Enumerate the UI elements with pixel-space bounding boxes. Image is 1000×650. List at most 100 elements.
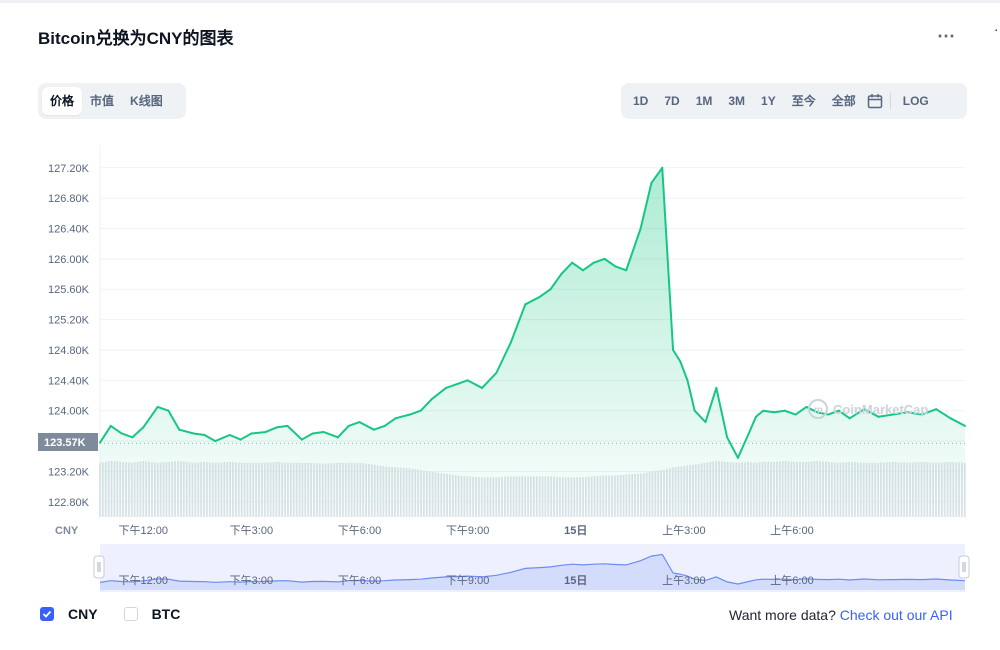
volume-bar: [454, 475, 457, 517]
volume-bar: [153, 462, 156, 517]
volume-bar: [99, 462, 101, 517]
volume-bar: [856, 462, 859, 517]
price-line-segment: [571, 261, 584, 272]
volume-bar: [443, 473, 446, 517]
volume-bar: [608, 475, 610, 517]
volume-bar: [133, 462, 136, 517]
price-line-segment: [239, 432, 253, 441]
price-line-segment: [592, 257, 606, 264]
price-line-segment: [747, 415, 757, 435]
calendar-icon[interactable]: [864, 87, 886, 115]
volume-bar: [315, 463, 318, 517]
volume-bar: [877, 462, 880, 517]
volume-bar: [159, 462, 162, 517]
volume-bar: [486, 477, 489, 517]
price-line-segment: [99, 424, 112, 444]
volume-bar: [880, 462, 882, 517]
tab-price[interactable]: 价格: [42, 87, 83, 115]
range-ytd[interactable]: 至今: [791, 94, 816, 108]
price-line-segment: [614, 265, 628, 272]
volume-bar: [758, 462, 761, 517]
price-line-segment: [704, 386, 718, 424]
volume-bar: [851, 462, 853, 517]
volume-bar: [946, 462, 949, 517]
range-7d[interactable]: 7D: [664, 94, 680, 108]
tab-market-cap[interactable]: 市值: [90, 94, 115, 108]
navigator-handle-right[interactable]: [958, 555, 970, 579]
volume-bar: [741, 462, 744, 517]
volume-bar: [469, 476, 472, 517]
volume-bar: [561, 477, 564, 517]
navigator-tick-label: 下午9:00: [446, 574, 489, 587]
volume-bar: [790, 461, 793, 517]
y-tick-label: 124.40K: [48, 375, 90, 387]
volume-bar: [900, 462, 903, 517]
price-line-segment: [430, 386, 447, 401]
navigator-line: [99, 553, 966, 585]
volume-bar: [897, 462, 900, 517]
volume-bar: [868, 462, 871, 517]
volume-bar: [573, 477, 576, 517]
volume-bar: [376, 465, 379, 517]
cny-checkbox[interactable]: [40, 607, 54, 621]
volume-bar: [125, 462, 127, 517]
volume-bar: [622, 474, 625, 517]
volume-bar: [651, 471, 654, 517]
range-selector: 1D 7D 1M 3M 1Y 至今 全部 LOG: [621, 83, 967, 119]
volume-bar: [558, 477, 561, 517]
range-navigator[interactable]: 下午12:00 下午3:00 下午6:00 下午9:00 15日 上午3:00 上午6:00: [93, 544, 970, 592]
more-horizontal-icon[interactable]: ⋯: [937, 26, 956, 46]
y-tick-label: 124.80K: [48, 345, 90, 357]
volume-bar: [689, 465, 691, 517]
volume-bar: [446, 473, 448, 517]
volume-bar: [619, 475, 622, 517]
range-3m[interactable]: 3M: [728, 94, 746, 108]
volume-bar: [683, 465, 686, 517]
volume-bar: [234, 462, 237, 517]
volume-bar: [596, 476, 599, 517]
volume-bar: [466, 476, 469, 517]
btc-checkbox[interactable]: [123, 607, 138, 621]
volume-bar: [379, 465, 382, 517]
price-line-segment: [783, 409, 797, 416]
price-line-segment: [455, 379, 469, 386]
range-1d[interactable]: 1D: [633, 94, 649, 108]
volume-bar: [223, 462, 226, 517]
volume-bar: [185, 461, 188, 517]
volume-bar: [729, 462, 732, 517]
volume-bar: [321, 463, 324, 517]
range-1m[interactable]: 1M: [695, 94, 713, 108]
navigator-handle-left[interactable]: [93, 555, 105, 579]
api-link[interactable]: Check out our API: [839, 607, 953, 623]
volume-bar: [828, 461, 830, 517]
volume-bar: [414, 469, 417, 517]
volume-bar: [156, 462, 159, 517]
price-line-segment: [639, 181, 653, 230]
volume-bar: [744, 462, 746, 517]
volume-bar: [964, 462, 966, 517]
volume-bar: [911, 462, 914, 517]
price-line-segment: [726, 436, 739, 459]
volume-bar: [874, 462, 877, 517]
volume-bar: [420, 470, 422, 517]
volume-bar: [440, 473, 443, 517]
price-line-segment: [906, 411, 923, 416]
range-all[interactable]: 全部: [831, 94, 856, 108]
volume-bar: [310, 462, 312, 517]
price-line-segment: [250, 430, 267, 435]
volume-bar: [107, 461, 110, 517]
volume-bar: [313, 462, 315, 517]
price-line-segment: [372, 424, 386, 431]
x-tick-label: 下午3:00: [230, 524, 273, 537]
price-line-segment: [661, 166, 675, 351]
volume-bar: [735, 462, 738, 517]
volume-bar: [567, 477, 570, 517]
volume-bar: [666, 468, 668, 517]
range-1y[interactable]: 1Y: [761, 94, 776, 108]
tab-kline[interactable]: K线图: [130, 94, 163, 108]
volume-bar: [182, 461, 185, 517]
volume-bar: [101, 462, 104, 517]
volume-bar: [258, 462, 260, 517]
volume-bar: [538, 476, 541, 517]
log-toggle[interactable]: LOG: [902, 94, 929, 108]
